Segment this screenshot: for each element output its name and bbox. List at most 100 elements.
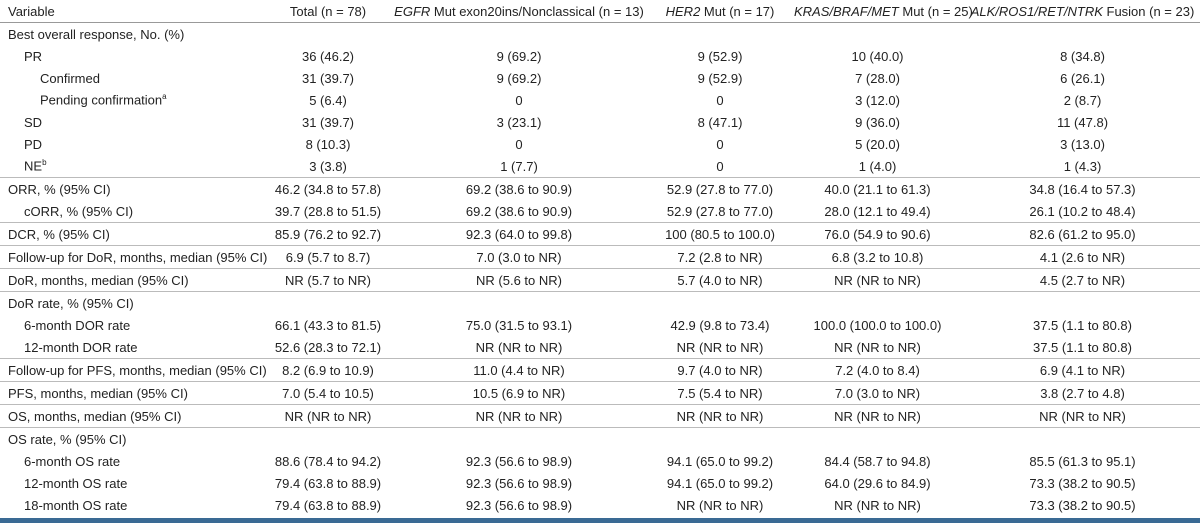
cell: 75.0 (31.5 to 93.1) <box>465 317 573 333</box>
row-label: DCR, % (95% CI) <box>0 222 268 246</box>
table-row: NEb 3 (3.8) 1 (7.7) 0 1 (4.0) 1 (4.3) <box>0 155 1200 178</box>
cell: NR (NR to NR) <box>676 497 764 513</box>
cell: 69.2 (38.6 to 90.9) <box>465 203 573 219</box>
cell: 7.5 (5.4 to NR) <box>650 381 790 405</box>
footnote-mark: a <box>162 92 167 102</box>
cell: 100.0 (100.0 to 100.0) <box>813 317 942 333</box>
cell: 100 (80.5 to 100.0) <box>650 222 790 246</box>
cell: 1 (4.0) <box>858 158 897 174</box>
cell: 7.0 (3.0 to NR) <box>388 245 650 269</box>
header-row: Variable Total (n = 78) EGFR Mut exon20ins… <box>0 0 1200 23</box>
cell: NR (NR to NR) <box>834 339 921 355</box>
cell: 39.7 (28.8 to 51.5) <box>274 203 382 219</box>
label-text: Pending confirmation <box>40 92 163 108</box>
cell: 31 (39.7) <box>301 114 355 130</box>
row-label: SD <box>24 114 43 130</box>
cell: 10.5 (6.9 to NR) <box>388 381 650 405</box>
cell: 6.9 (4.1 to NR) <box>965 358 1200 382</box>
cell: NR (NR to NR) <box>790 268 965 292</box>
cell: 0 <box>716 158 724 174</box>
table-row: 6-month DOR rate 66.1 (43.3 to 81.5) 75.0 … <box>0 314 1200 336</box>
row-label: OS, months, median (95% CI) <box>0 404 268 428</box>
header-italic: EGFR <box>394 3 431 19</box>
cell: NR (NR to NR) <box>475 339 563 355</box>
cell: 10 (40.0) <box>851 48 904 64</box>
cell: 5 (20.0) <box>855 136 900 152</box>
cell: 73.3 (38.2 to 90.5) <box>1029 497 1136 513</box>
table-row: PD 8 (10.3) 0 0 5 (20.0) 3 (13.0) <box>0 133 1200 155</box>
cell: 37.5 (1.1 to 80.8) <box>1032 317 1132 333</box>
cell: 85.5 (61.3 to 95.1) <box>1029 453 1136 469</box>
cell: NR (NR to NR) <box>965 404 1200 428</box>
table-row: 12-month OS rate 79.4 (63.8 to 88.9) 92.3 … <box>0 472 1200 494</box>
cell: 2 (8.7) <box>1063 92 1102 108</box>
column-header: EGFR Mut exon20ins/Nonclassical (n = 13) <box>388 0 650 23</box>
cell: 64.0 (29.6 to 84.9) <box>824 475 931 491</box>
cell: 6.8 (3.2 to 10.8) <box>790 245 965 269</box>
table-row: DCR, % (95% CI) 85.9 (76.2 to 92.7) 92.3 (… <box>0 222 1200 246</box>
cell: 3 (23.1) <box>496 114 542 130</box>
cell: 52.9 (27.8 to 77.0) <box>666 203 774 219</box>
table-row: Follow-up for PFS, months, median (95% C… <box>0 358 1200 382</box>
row-label: DoR rate, % (95% CI) <box>0 291 1200 314</box>
cell: 8 (34.8) <box>1060 48 1105 64</box>
column-header: ALK/ROS1/RET/NTRK Fusion (n = 23) <box>965 0 1200 23</box>
row-label: DoR, months, median (95% CI) <box>0 268 268 292</box>
cell: 4.5 (2.7 to NR) <box>965 268 1200 292</box>
cell: 0 <box>515 136 523 152</box>
row-label: 6-month OS rate <box>24 453 121 469</box>
cell: 9 (52.9) <box>697 48 743 64</box>
row-label: PD <box>24 136 43 152</box>
table-row: PFS, months, median (95% CI) 7.0 (5.4 to … <box>0 381 1200 405</box>
row-label: Follow-up for DoR, months, median (95% C… <box>0 245 268 269</box>
row-label: 12-month DOR rate <box>24 339 138 355</box>
table-row: OS rate, % (95% CI) <box>0 427 1200 450</box>
header-text: Mut (n = 17) <box>700 3 775 19</box>
cell: NR (NR to NR) <box>268 404 388 428</box>
cell: NR (NR to NR) <box>676 339 764 355</box>
cell: NR (5.7 to NR) <box>268 268 388 292</box>
cell: 79.4 (63.8 to 88.9) <box>274 475 382 491</box>
cell: 92.3 (56.6 to 98.9) <box>465 453 573 469</box>
cell: 9 (69.2) <box>496 48 542 64</box>
row-label: NEb <box>0 155 268 178</box>
label-text: NE <box>24 158 43 174</box>
row-label: Pending confirmationa <box>0 89 268 111</box>
cell: 92.3 (64.0 to 99.8) <box>388 222 650 246</box>
table-row: PR 36 (46.2) 9 (69.2) 9 (52.9) 10 (40.0) 8 (3… <box>0 45 1200 67</box>
cell: 9 (69.2) <box>496 70 542 86</box>
cell: 5 (6.4) <box>309 92 347 108</box>
cell: 36 (46.2) <box>301 48 355 64</box>
cell: 42.9 (9.8 to 73.4) <box>670 317 770 333</box>
cell: 8 (10.3) <box>305 136 351 152</box>
table-row: SD 31 (39.7) 3 (23.1) 8 (47.1) 9 (36.0) 11 (4… <box>0 111 1200 133</box>
cell: 26.1 (10.2 to 48.4) <box>1029 203 1136 219</box>
cell: 94.1 (65.0 to 99.2) <box>666 453 774 469</box>
table-row: cORR, % (95% CI) 39.7 (28.8 to 51.5) 69.2 … <box>0 200 1200 223</box>
cell: 1 (7.7) <box>500 158 538 174</box>
cell: 92.3 (56.6 to 98.9) <box>465 475 573 491</box>
row-label: cORR, % (95% CI) <box>24 203 134 219</box>
cell: 9 (36.0) <box>855 114 900 130</box>
header-italic: KRAS/BRAF/MET <box>794 3 899 19</box>
cell: 7.2 (2.8 to NR) <box>650 245 790 269</box>
header-text: Mut exon20ins/Nonclassical (n = 13) <box>430 3 644 19</box>
cell: 34.8 (16.4 to 57.3) <box>965 177 1200 200</box>
bottom-rule <box>0 518 1200 523</box>
cell: 76.0 (54.9 to 90.6) <box>790 222 965 246</box>
cell: 3.8 (2.7 to 4.8) <box>965 381 1200 405</box>
cell: 8 (47.1) <box>697 114 743 130</box>
row-label: 6-month DOR rate <box>24 317 131 333</box>
cell: NR (NR to NR) <box>790 404 965 428</box>
table-row: 18-month OS rate 79.4 (63.8 to 88.9) 92.3 … <box>0 494 1200 516</box>
cell: 40.0 (21.1 to 61.3) <box>790 177 965 200</box>
results-table: Variable Total (n = 78) EGFR Mut exon20ins… <box>0 0 1200 516</box>
column-header: Variable <box>0 0 268 23</box>
row-label: Confirmed <box>40 70 100 86</box>
cell: 82.6 (61.2 to 95.0) <box>965 222 1200 246</box>
cell: 3 (13.0) <box>1060 136 1105 152</box>
row-label: PFS, months, median (95% CI) <box>0 381 268 405</box>
cell: 6 (26.1) <box>1060 70 1105 86</box>
cell: 0 <box>716 92 724 108</box>
cell: 92.3 (56.6 to 98.9) <box>465 497 573 513</box>
